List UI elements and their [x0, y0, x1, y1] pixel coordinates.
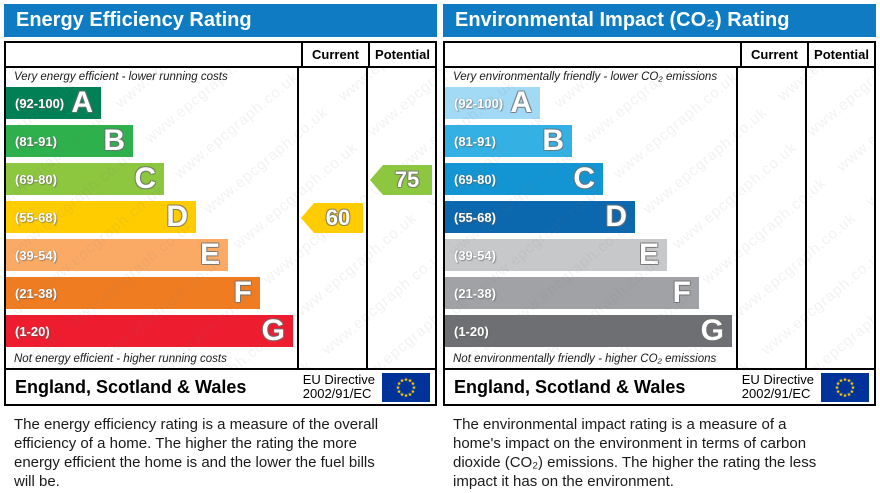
rating-band-C: (69-80) C [445, 163, 603, 195]
bands: (92-100) A (81-91) B (69-80) C (55-68) D (39-54)… [6, 87, 435, 347]
band-letter: D [605, 200, 627, 233]
eu-directive-line1: EU Directive [741, 372, 814, 387]
rating-band-B: (81-91) B [445, 125, 572, 157]
rating-band-C: (69-80) C [6, 163, 164, 195]
band-letter: A [510, 86, 532, 119]
rating-band-E: (39-54) E [445, 239, 667, 271]
band-range: (21-38) [15, 285, 57, 301]
rating-band-G: (1-20) G [445, 315, 732, 347]
environmental-impact-panel: Environmental Impact (CO₂) Rating Curren… [443, 4, 876, 491]
potential-column-header: Potential [368, 43, 435, 66]
current-column-header: Current [740, 43, 807, 66]
environmental-impact-title: Environmental Impact (CO₂) Rating [443, 4, 876, 37]
energy-efficiency-title: Energy Efficiency Rating [4, 4, 437, 37]
rating-band-G: (1-20) G [6, 315, 293, 347]
band-letter: G [700, 314, 724, 347]
table-footer: England, Scotland & Wales EU Directive 2… [445, 368, 874, 404]
band-letter: A [71, 86, 93, 119]
band-range: (69-80) [454, 171, 496, 187]
column-header-row: Current Potential [6, 43, 435, 68]
rating-band-D: (55-68) D [445, 201, 635, 233]
band-range: (92-100) [454, 95, 504, 111]
band-range: (92-100) [15, 95, 65, 111]
header-spacer [6, 43, 301, 66]
bottom-note: Not energy efficient - higher running co… [14, 353, 227, 365]
band-range: (39-54) [15, 247, 57, 263]
rating-band-F: (21-38) F [445, 277, 699, 309]
co2-rating-chart: Very environmentally friendly - lower CO… [445, 68, 874, 368]
potential-column-header: Potential [807, 43, 874, 66]
band-letter: C [134, 162, 156, 195]
table-footer: England, Scotland & Wales EU Directive 2… [6, 368, 435, 404]
rating-band-F: (21-38) F [6, 277, 260, 309]
current-column-header: Current [301, 43, 368, 66]
top-note: Very energy efficient - lower running co… [14, 71, 228, 83]
band-letter: E [638, 238, 659, 271]
rating-band-A: (92-100) A [445, 87, 540, 119]
bottom-note: Not environmentally friendly - higher CO… [453, 353, 717, 365]
eu-directive-label: EU Directive 2002/91/EC [742, 373, 821, 401]
column-header-row: Current Potential [445, 43, 874, 68]
band-letter: F [672, 276, 691, 309]
band-letter: E [199, 238, 220, 271]
current-column-line [297, 68, 299, 368]
band-range: (1-20) [15, 323, 50, 339]
energy-efficiency-table: Current Potential Very energy efficient … [4, 41, 437, 406]
bands: (92-100) A (81-91) B (69-80) C (55-68) D (39-54)… [445, 87, 874, 347]
band-letter: B [103, 124, 125, 157]
band-range: (1-20) [454, 323, 489, 339]
rating-band-A: (92-100) A [6, 87, 101, 119]
band-letter: C [573, 162, 595, 195]
band-letter: G [261, 314, 285, 347]
region-label: England, Scotland & Wales [454, 376, 686, 397]
potential-column-line [366, 68, 368, 368]
eu-directive-line2: 2002/91/EC [741, 386, 811, 401]
band-letter: F [233, 276, 252, 309]
eu-directive-label: EU Directive 2002/91/EC [303, 373, 382, 401]
header-spacer [445, 43, 740, 66]
band-range: (55-68) [15, 209, 57, 225]
energy-efficiency-description: The energy efficiency rating is a measur… [14, 416, 379, 490]
environmental-impact-description: The environmental impact rating is a mea… [453, 416, 817, 490]
environmental-impact-table: Current Potential Very environmentally f… [443, 41, 876, 406]
current-column-line [736, 68, 738, 368]
band-range: (55-68) [454, 209, 496, 225]
band-letter: D [166, 200, 188, 233]
band-range: (69-80) [15, 171, 57, 187]
band-letter: B [542, 124, 564, 157]
band-range: (81-91) [15, 133, 57, 149]
band-range: (21-38) [454, 285, 496, 301]
eu-flag-icon [382, 372, 430, 402]
eu-directive-line2: 2002/91/EC [302, 386, 372, 401]
rating-band-E: (39-54) E [6, 239, 228, 271]
band-range: (81-91) [454, 133, 496, 149]
band-range: (39-54) [454, 247, 496, 263]
potential-rating-arrow: 75 [370, 165, 432, 195]
rating-band-D: (55-68) D [6, 201, 196, 233]
top-note: Very environmentally friendly - lower CO… [453, 71, 718, 83]
region-label: England, Scotland & Wales [15, 376, 247, 397]
current-rating-arrow: 60 [301, 203, 363, 233]
eu-directive-line1: EU Directive [302, 372, 375, 387]
energy-efficiency-panel: Energy Efficiency Rating Current Potenti… [4, 4, 437, 491]
potential-column-line [805, 68, 807, 368]
eu-flag-icon [821, 372, 869, 402]
energy-rating-chart: Very energy efficient - lower running co… [6, 68, 435, 368]
rating-band-B: (81-91) B [6, 125, 133, 157]
